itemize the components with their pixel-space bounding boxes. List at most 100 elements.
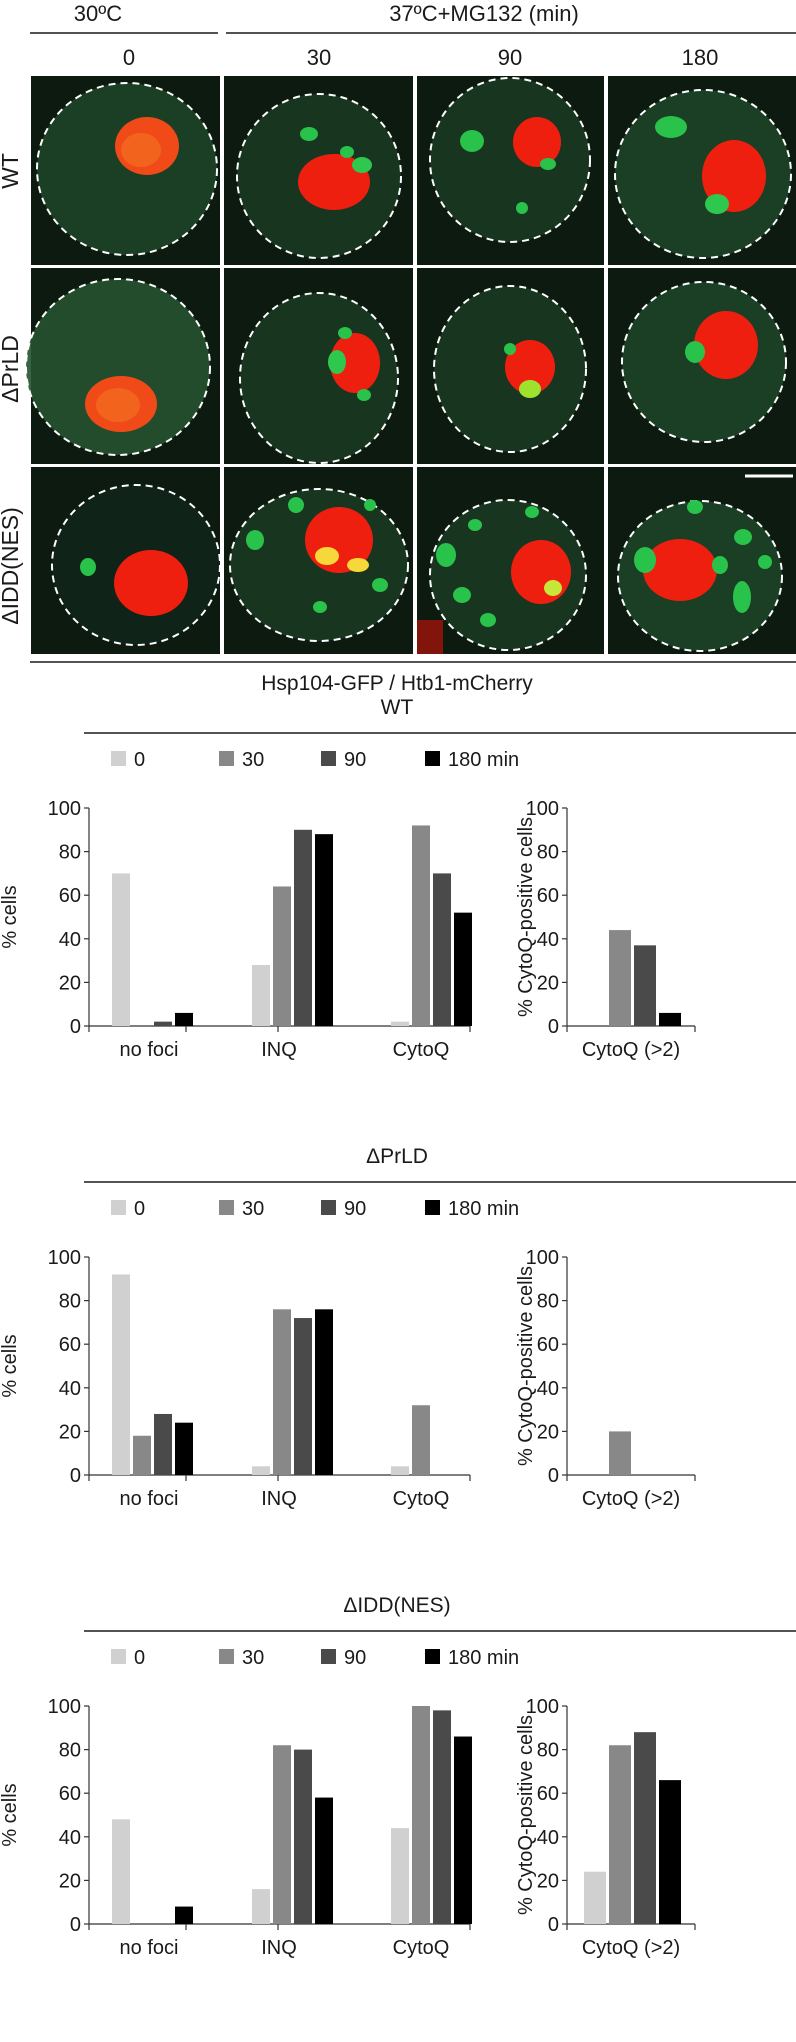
left-chart-bar-1-1 xyxy=(112,873,130,1026)
micrograph-dprld-30min xyxy=(224,268,413,464)
left-chart-bar-2-1 xyxy=(252,1466,270,1475)
legend-swatch-1 xyxy=(111,1200,126,1215)
micrograph-wt-30min xyxy=(224,76,413,265)
legend-label-4: 180 min xyxy=(448,749,519,771)
legend-swatch-3 xyxy=(321,751,336,766)
right-chart-bar-1-1 xyxy=(584,1871,606,1924)
left-chart-y-axis-label: % cells xyxy=(0,1783,21,1846)
left-chart-x-tick-label: INQ xyxy=(261,1488,297,1510)
right-chart-y-tick-label: 100 xyxy=(526,798,559,820)
right-chart-y-axis-label: % CytoQ-positive cells xyxy=(515,1715,537,1915)
left-chart-y-tick-label: 100 xyxy=(48,1247,81,1269)
legend-label-3: 90 xyxy=(344,749,366,771)
left-chart-bar-2-4 xyxy=(315,1309,333,1475)
row-label-wt: WT xyxy=(0,153,23,189)
right-chart-y-tick-label: 0 xyxy=(548,1914,559,1936)
right-chart-y-tick-label: 40 xyxy=(537,929,559,951)
chart-legend: 0 30 90 180 min xyxy=(111,1647,519,1669)
right-chart-x-tick-label: CytoQ (>2) xyxy=(582,1488,680,1510)
chart-legend: 0 30 90 180 min xyxy=(111,1198,519,1220)
left-chart-y-axis-label: % cells xyxy=(0,885,21,948)
condition-label-37c-mg132: 37ºC+MG132 (min) xyxy=(389,1,579,26)
legend-swatch-4 xyxy=(425,1649,440,1664)
right-chart-y-tick-label: 80 xyxy=(537,842,559,864)
left-chart-y-tick-label: 100 xyxy=(48,798,81,820)
left-chart-y-tick-label: 100 xyxy=(48,1696,81,1718)
left-chart-y-tick-label: 80 xyxy=(59,842,81,864)
legend-swatch-1 xyxy=(111,1649,126,1664)
chart-block-2: ΔPrLD 0 30 90 180 min 0 20 40 60 80 100 % cells no f… xyxy=(0,1145,796,1510)
chart-block-1: WT 0 30 90 180 min 0 20 40 60 80 100 % cells no foci… xyxy=(0,696,796,1061)
micrograph-wt-90min xyxy=(417,76,604,265)
right-chart-axes: 0 20 40 60 80 100% CytoQ-positive cells xyxy=(515,1696,695,1936)
left-chart-bar-3-2 xyxy=(412,825,430,1026)
row-label-dprld: ΔPrLD xyxy=(0,335,23,403)
right-chart-y-tick-label: 20 xyxy=(537,972,559,994)
legend-swatch-2 xyxy=(219,1649,234,1664)
left-chart-bar-2-3 xyxy=(294,1318,312,1475)
left-chart-bar-3-3 xyxy=(433,873,451,1026)
left-chart-bar-1-1 xyxy=(112,1819,130,1924)
chart-title: ΔIDD(NES) xyxy=(343,1594,450,1617)
right-chart-x-tick-label: CytoQ (>2) xyxy=(582,1937,680,1959)
left-chart-bars: no foci INQ CytoQ xyxy=(112,825,472,1061)
micrograph-grid: WT ΔPrLD ΔIDD(NES) xyxy=(0,76,796,695)
left-chart-axes: 0 20 40 60 80 100 % cells xyxy=(0,1247,470,1487)
chart-legend: 0 30 90 180 min xyxy=(111,749,519,771)
legend-label-1: 0 xyxy=(134,749,145,771)
legend-label-3: 90 xyxy=(344,1198,366,1220)
right-chart-bars: CytoQ (>2) xyxy=(582,1431,680,1510)
right-chart-y-tick-label: 0 xyxy=(548,1016,559,1038)
left-chart-bar-2-2 xyxy=(273,886,291,1026)
legend-swatch-1 xyxy=(111,751,126,766)
left-chart-bar-1-4 xyxy=(175,1906,193,1924)
left-chart-y-tick-label: 0 xyxy=(70,1914,81,1936)
chart-title: ΔPrLD xyxy=(366,1145,428,1168)
left-chart-y-tick-label: 80 xyxy=(59,1291,81,1313)
right-chart-y-tick-label: 80 xyxy=(537,1291,559,1313)
left-chart-y-tick-label: 0 xyxy=(70,1465,81,1487)
right-chart-bar-1-2 xyxy=(609,930,631,1026)
left-chart-x-tick-label: INQ xyxy=(261,1039,297,1061)
timepoint-label-90: 90 xyxy=(498,45,522,70)
micrograph-dprld-0min xyxy=(25,268,220,464)
legend-swatch-4 xyxy=(425,1200,440,1215)
left-chart-bar-3-1 xyxy=(391,1021,409,1026)
legend-label-4: 180 min xyxy=(448,1198,519,1220)
left-chart-bar-2-1 xyxy=(252,964,270,1026)
legend-label-1: 0 xyxy=(134,1198,145,1220)
right-chart-y-tick-label: 60 xyxy=(537,1334,559,1356)
left-chart-y-tick-label: 20 xyxy=(59,1870,81,1892)
micrograph-caption: Hsp104-GFP / Htb1-mCherry xyxy=(261,672,533,695)
left-chart-y-tick-label: 40 xyxy=(59,1827,81,1849)
right-chart-x-tick-label: CytoQ (>2) xyxy=(582,1039,680,1061)
right-chart-bars: CytoQ (>2) xyxy=(582,930,681,1061)
legend-label-4: 180 min xyxy=(448,1647,519,1669)
left-chart-axes: 0 20 40 60 80 100 % cells xyxy=(0,798,470,1038)
left-chart-bar-3-3 xyxy=(433,1710,451,1924)
micrograph-didd-90min xyxy=(417,467,604,654)
right-chart-bar-1-4 xyxy=(659,1012,681,1026)
condition-label-30c: 30ºC xyxy=(74,1,123,26)
left-chart-bar-1-3 xyxy=(154,1413,172,1475)
right-chart-bar-1-3 xyxy=(634,1732,656,1924)
micrograph-wt-180min xyxy=(608,76,796,265)
left-chart-bar-2-4 xyxy=(315,834,333,1026)
right-chart-y-tick-label: 100 xyxy=(526,1247,559,1269)
left-chart-x-tick-label: no foci xyxy=(120,1039,179,1061)
left-chart-bar-2-1 xyxy=(252,1889,270,1924)
row-label-didd-nes: ΔIDD(NES) xyxy=(0,507,23,625)
right-chart-y-tick-label: 20 xyxy=(537,1421,559,1443)
legend-swatch-4 xyxy=(425,751,440,766)
micrograph-wt-0min xyxy=(31,76,220,265)
right-chart-axes: 0 20 40 60 80 100% CytoQ-positive cells xyxy=(515,1247,695,1487)
chart-title: WT xyxy=(381,696,414,719)
left-chart-bar-3-4 xyxy=(454,1736,472,1924)
right-chart-y-tick-label: 60 xyxy=(537,885,559,907)
left-chart-bar-1-4 xyxy=(175,1422,193,1475)
left-chart-y-tick-label: 40 xyxy=(59,929,81,951)
left-chart-x-tick-label: no foci xyxy=(120,1937,179,1959)
left-chart-x-tick-label: INQ xyxy=(261,1937,297,1959)
right-chart-y-tick-label: 0 xyxy=(548,1465,559,1487)
